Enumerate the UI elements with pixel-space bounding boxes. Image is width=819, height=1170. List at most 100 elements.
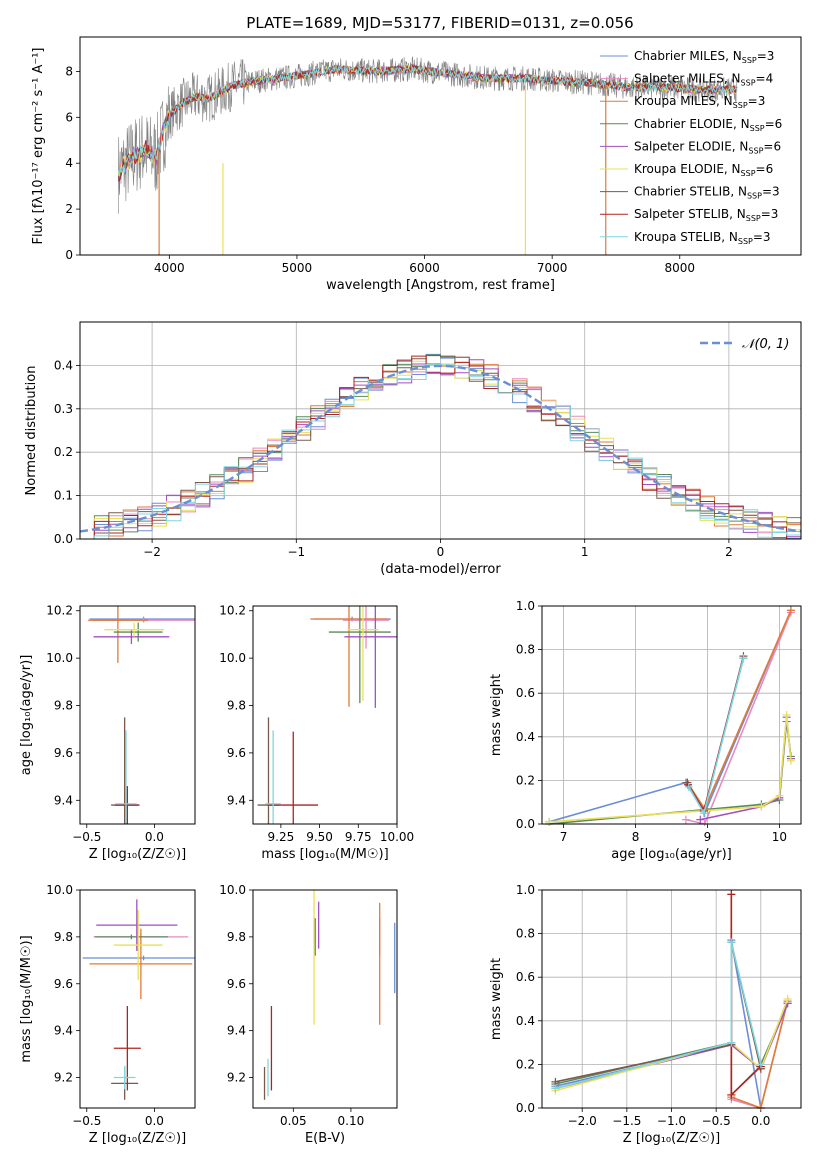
figure-title: PLATE=1689, MJD=53177, FIBERID=0131, z=0…: [246, 14, 633, 32]
weight-marker: [681, 815, 690, 824]
residuals-plot-area: [80, 353, 801, 539]
axes-frame: [541, 605, 802, 825]
weight-marker: [786, 606, 795, 615]
spectrum-plot-area: [117, 56, 738, 255]
weight-marker: [727, 890, 736, 899]
weight-line-2: [730, 894, 789, 1110]
weight-line-8: [688, 658, 745, 816]
y-axis-label: Normed distribution: [24, 366, 39, 496]
y-axis-label: Flux [fλ10⁻¹⁷ erg cm⁻² s⁻¹ A⁻¹]: [31, 48, 46, 245]
y-tick-label: 10.0: [46, 883, 73, 897]
y-axis-label: age [log₁₀(age/yr)]: [19, 655, 34, 776]
y-tick-label: 0.8: [516, 643, 535, 657]
model-spectrum-7: [117, 63, 738, 182]
legend-label-normal: 𝒩(0, 1): [742, 337, 789, 352]
age-vs-Z-panel: −0.5 0.0 9.4 9.6 9.8 10.0 10.2 Z [log₁₀(Z/Z☉)] a…: [19, 604, 196, 862]
x-axis-label: Z [log₁₀(Z/Z☉)]: [623, 1131, 720, 1146]
y-tick-label: 9.4: [54, 793, 73, 807]
weight-line-8: [555, 942, 762, 1090]
weight-vs-Z-panel: −2.0 −1.5 −1.0 −0.5 0.0 0.0 0.2 0.4 0.6 0.8 1.0 Z […: [489, 883, 802, 1146]
legend-label-0: Chabrier MILES, NSSP=3: [634, 49, 774, 65]
spectrum-legend: Chabrier MILES, NSSP=3 Salpeter MILES, NS…: [600, 49, 782, 246]
x-tick-label: −1.5: [612, 1114, 641, 1128]
x-tick-label: 9.25: [268, 830, 295, 844]
axes-frame: [79, 889, 196, 1109]
x-tick-label: 9: [704, 830, 712, 844]
y-tick-label: 0.8: [516, 927, 535, 941]
y-tick-label: 1.0: [516, 883, 535, 897]
x-tick-label: 7: [560, 830, 568, 844]
x-tick-label: 5000: [282, 261, 313, 275]
residual-histogram-8: [80, 363, 801, 539]
y-tick-label: 9.2: [54, 1071, 73, 1085]
mass-vs-ebv-panel: 0.05 0.10 9.2 9.4 9.6 9.8 10.0 E(B-V): [219, 883, 398, 1146]
weight-vs-Z-plot-area: [551, 890, 792, 1110]
y-tick-label: 0.2: [54, 445, 73, 459]
legend-label-3: Chabrier ELODIE, NSSP=6: [634, 117, 782, 133]
weight-marker: [739, 654, 748, 663]
x-tick-label: 1: [581, 545, 589, 559]
x-axis-label: (data-model)/error: [380, 562, 501, 577]
y-tick-label: 9.4: [227, 1024, 246, 1038]
weight-marker: [727, 1090, 736, 1099]
x-tick-label: −2.0: [568, 1114, 597, 1128]
mass-vs-ebv-plot-area: [263, 890, 396, 1100]
weight-line-2: [686, 610, 792, 811]
weight-line-1: [731, 1001, 789, 1110]
weight-line-4: [700, 717, 792, 821]
age-vs-mass-panel: 9.25 9.50 9.75 10.00 9.4 9.6 9.8 10.0 10.2 mass […: [219, 604, 414, 862]
x-tick-label: 10.00: [380, 830, 414, 844]
weight-marker: [757, 802, 766, 811]
weight-marker: [786, 756, 795, 765]
y-tick-label: 0.6: [516, 686, 535, 700]
y-tick-label: 0.4: [516, 1014, 535, 1028]
y-tick-label: 9.8: [227, 699, 246, 713]
y-tick-label: 0.4: [516, 730, 535, 744]
y-tick-label: 10.2: [46, 604, 73, 618]
x-tick-label: 0.10: [338, 1114, 365, 1128]
weight-marker: [683, 778, 692, 787]
age-vs-mass-plot-area: [257, 606, 397, 824]
mass-vs-Z-plot-area: [82, 899, 195, 1100]
y-tick-label: 9.8: [54, 699, 73, 713]
y-tick-label: 4: [65, 156, 73, 170]
y-axis-label: mass weight: [489, 674, 504, 756]
spectrum-panel: 4000 5000 6000 7000 8000 0 2 4 6 8 wavelength [Ang…: [31, 36, 802, 293]
x-axis-label: age [log₁₀(age/yr)]: [611, 847, 732, 862]
legend-label-5: Kroupa ELODIE, NSSP=6: [634, 162, 773, 178]
weight-marker: [684, 782, 693, 791]
weight-marker: [545, 817, 554, 826]
y-tick-label: 9.6: [54, 746, 73, 760]
axes-frame: [541, 889, 802, 1109]
x-axis-label: Z [log₁₀(Z/Z☉)]: [89, 847, 186, 862]
legend-label-4: Salpeter ELODIE, NSSP=6: [634, 139, 781, 155]
x-tick-label: 6000: [409, 261, 440, 275]
y-tick-label: 10.0: [46, 651, 73, 665]
legend-label-2: Kroupa MILES, NSSP=3: [634, 94, 765, 110]
x-tick-label: −1.0: [657, 1114, 686, 1128]
axes-frame: [79, 36, 802, 256]
weight-vs-age-plot-area: [545, 606, 795, 826]
y-tick-label: 0.6: [516, 970, 535, 984]
weight-marker: [727, 1038, 736, 1047]
axes-frame: [79, 605, 196, 825]
age-vs-Z-plot-area: [88, 606, 195, 824]
mass-vs-Z-panel: −0.5 0.0 9.2 9.4 9.6 9.8 10.0 Z [log₁₀(Z/Z☉)] ma…: [19, 883, 196, 1146]
legend-label-6: Chabrier STELIB, NSSP=3: [634, 185, 780, 201]
weight-marker: [699, 809, 708, 818]
y-tick-label: 2: [65, 202, 73, 216]
weight-marker: [783, 995, 792, 1003]
y-tick-label: 0.1: [54, 489, 73, 503]
normal-curve: [80, 364, 801, 533]
axes-frame: [79, 321, 802, 540]
x-tick-label: 0: [437, 545, 445, 559]
y-tick-label: 0.0: [516, 817, 535, 831]
y-tick-label: 0.2: [516, 773, 535, 787]
y-tick-label: 9.6: [227, 746, 246, 760]
y-tick-label: 6: [65, 110, 73, 124]
x-tick-label: −0.5: [72, 1114, 101, 1128]
y-axis-label: mass weight: [489, 958, 504, 1040]
x-tick-label: 0.05: [280, 1114, 307, 1128]
x-tick-label: 4000: [154, 261, 185, 275]
